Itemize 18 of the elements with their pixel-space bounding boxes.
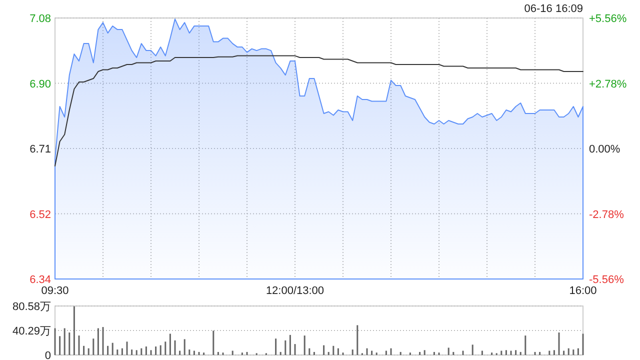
x-tick-label: 16:00 [569,285,597,297]
y2-tick-label: +5.56% [589,13,627,25]
x-tick-label: 12:00/13:00 [266,285,324,297]
y2-tick-label: -2.78% [589,208,624,221]
y-tick-label: 0 [44,350,51,360]
y-tick-label: 6.90 [30,78,51,90]
y-tick-label: 7.08 [30,13,51,25]
line-series [54,55,584,166]
y-tick-label: 6.34 [30,274,51,286]
y-tick-label: 40.29万 [12,326,51,338]
y-tick-label: 6.71 [30,144,51,156]
text: 06-16 16:09 [524,3,583,15]
y-tick-label: 6.52 [30,208,51,221]
y-tick-label: 80.58万 [12,301,51,313]
y2-tick-label: +2.78% [589,78,627,90]
y2-tick-label: 0.00% [589,144,620,156]
x-tick-label: 09:30 [41,285,69,297]
y2-tick-label: -5.56% [589,274,624,286]
